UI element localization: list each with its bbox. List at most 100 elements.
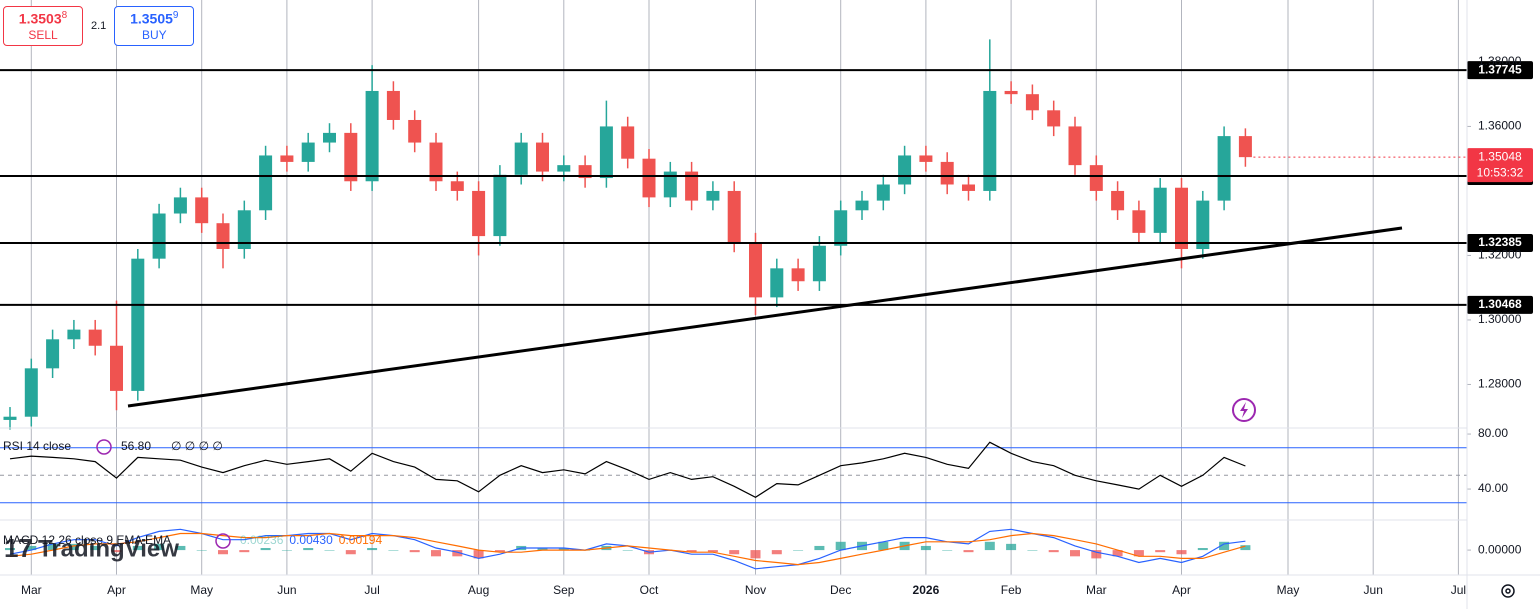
candle-body <box>1111 190 1125 211</box>
candle-body <box>663 171 677 198</box>
histogram-bar <box>793 550 804 551</box>
candle-body <box>216 223 230 249</box>
buy-label: BUY <box>141 27 167 42</box>
x-tick-label: Mar <box>1086 583 1107 597</box>
histogram-bar <box>281 550 292 551</box>
candle-body <box>706 190 720 201</box>
candle-body <box>898 155 912 185</box>
candle-body <box>1175 187 1188 249</box>
y-tick-label: 1.36000 <box>1478 119 1522 133</box>
trade-panel: 1.35038 SELL 2.1 1.35059 BUY <box>3 6 195 46</box>
indicator-value: 56.80 <box>121 439 151 453</box>
candle-body <box>323 132 336 143</box>
level-label: 1.37745 <box>1478 62 1522 76</box>
candle-body <box>46 339 60 369</box>
buy-button[interactable]: 1.35059 BUY <box>114 6 195 46</box>
histogram-bar <box>1133 550 1144 557</box>
indicator-value: 0.00194 <box>339 533 383 547</box>
indicator-icon[interactable] <box>215 533 231 549</box>
indicator-line <box>9 441 1246 498</box>
grid-layer <box>0 0 1471 575</box>
candle-body <box>493 174 507 237</box>
x-tick-label: May <box>1277 583 1300 597</box>
candle-body <box>237 210 251 249</box>
histogram-bar <box>963 550 974 553</box>
candle-body <box>88 329 102 346</box>
y-tick-label: 0.00000 <box>1478 542 1522 556</box>
last-price-label: 1.35048 <box>1478 149 1522 163</box>
histogram-bar <box>494 550 505 553</box>
candle-body <box>1068 126 1082 166</box>
histogram-bar <box>218 550 228 555</box>
x-tick-label: Mar <box>21 583 42 597</box>
histogram-bar <box>878 541 889 551</box>
candle-body <box>599 126 613 179</box>
histogram-bar <box>835 541 846 551</box>
x-tick-label: Jun <box>277 583 296 597</box>
histogram-bar <box>196 550 207 551</box>
x-tick-label: 2026 <box>913 583 940 597</box>
histogram-bar <box>1091 550 1102 559</box>
candle-body <box>1047 110 1061 127</box>
x-tick-label: Jun <box>1364 583 1383 597</box>
legend-layer: Mar Apr May Jun Jul Aug Sep Oct Nov Dec 2026 Feb Mar… <box>3 54 1522 597</box>
x-tick-label: Jul <box>364 583 379 597</box>
indicator-icon[interactable] <box>96 439 112 455</box>
x-tick-label: May <box>190 583 213 597</box>
candle-body <box>962 184 975 191</box>
histogram-bar <box>345 550 356 555</box>
candle-body <box>855 200 869 211</box>
sell-button[interactable]: 1.35038 SELL <box>3 6 83 46</box>
histogram-bar <box>771 550 782 555</box>
histogram-bar <box>90 545 101 551</box>
histogram-bar <box>111 550 122 553</box>
x-tick-label: Nov <box>745 583 766 597</box>
candle-body <box>685 171 699 201</box>
candle-body <box>983 90 997 191</box>
settings-icon[interactable] <box>1501 584 1515 598</box>
candle-body <box>195 197 209 224</box>
histogram-bar <box>686 550 697 553</box>
x-tick-label: Aug <box>468 583 489 597</box>
candle-body <box>514 142 528 175</box>
sell-label: SELL <box>28 27 58 42</box>
histogram-bar <box>239 550 250 553</box>
histogram-bar <box>729 550 740 555</box>
histogram-bar <box>68 543 79 551</box>
candle-body <box>67 329 81 340</box>
buy-price: 1.3505 <box>130 10 173 27</box>
sell-pip: 8 <box>61 10 68 22</box>
candle-body <box>1153 187 1167 233</box>
candle-body <box>940 161 954 185</box>
histogram-bar <box>409 550 420 553</box>
alert-icon[interactable] <box>1232 398 1256 422</box>
candle-body <box>557 165 571 172</box>
candle-body <box>1196 200 1210 249</box>
countdown: 10:53:32 <box>1477 165 1524 179</box>
candle-body <box>749 242 762 298</box>
histogram-bar <box>814 545 825 551</box>
histogram-bar <box>473 550 484 559</box>
trend-line <box>127 226 1403 408</box>
indicator-title: MACD 12 26 close 9 EMA EMA <box>3 533 171 547</box>
histogram-bar <box>750 550 761 559</box>
histogram-bar <box>175 545 186 551</box>
candle-body <box>110 345 123 391</box>
histogram-bar <box>1155 550 1166 553</box>
candle-body <box>791 268 805 282</box>
histogram-bar <box>1027 550 1038 551</box>
level-layer: 1.377451.344621.323851.304681.3504810:53… <box>0 61 1533 314</box>
candle-body <box>152 213 166 259</box>
candle-body <box>429 142 443 182</box>
watermark-logo: 17 <box>4 533 33 563</box>
indicator-title: RSI 14 close <box>3 439 71 453</box>
histogram-bar <box>452 550 463 557</box>
histogram-bar <box>260 548 271 551</box>
level-label-bg <box>1467 234 1533 253</box>
candle-body <box>812 245 826 282</box>
histogram-bar <box>558 548 569 551</box>
histogram-bar <box>1197 548 1208 551</box>
histogram-bar <box>707 550 718 553</box>
histogram-bar <box>431 550 441 557</box>
